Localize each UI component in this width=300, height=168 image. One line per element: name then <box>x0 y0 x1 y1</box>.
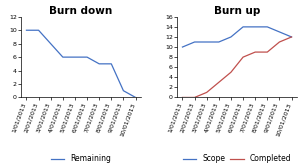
Legend: Remaining: Remaining <box>48 151 114 166</box>
Title: Burn up: Burn up <box>214 6 260 16</box>
Legend: Scope, Completed: Scope, Completed <box>179 151 295 166</box>
Title: Burn down: Burn down <box>50 6 112 16</box>
